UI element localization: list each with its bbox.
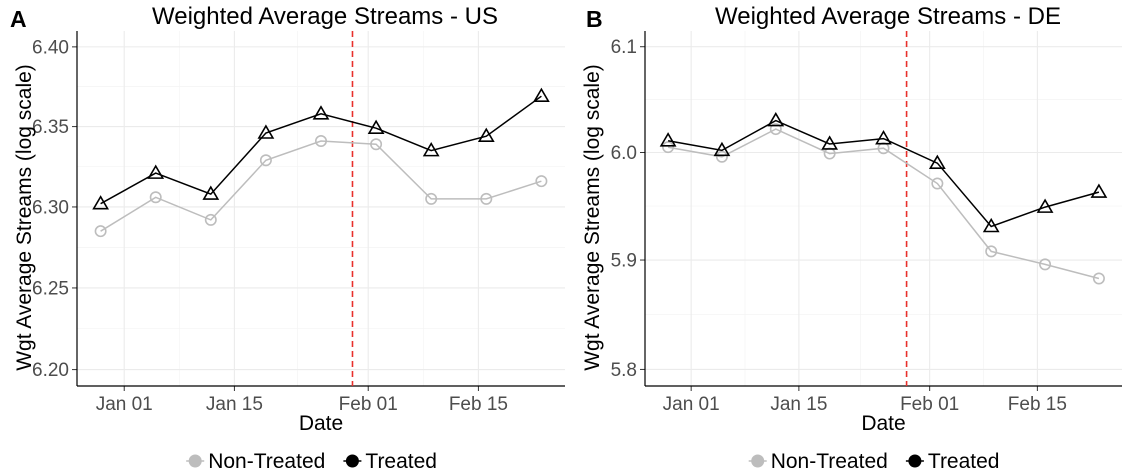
data-point [532, 87, 550, 103]
data-point [425, 192, 438, 205]
data-point [769, 123, 782, 136]
data-point [659, 132, 677, 147]
y-tick-label: 6.0 [611, 143, 637, 164]
data-point [202, 185, 220, 200]
panel-letter: A [10, 6, 27, 32]
x-tick-label: Feb 01 [900, 394, 959, 415]
series-line [100, 95, 542, 205]
x-tick-label: Feb 01 [339, 394, 398, 415]
chart-title: Weighted Average Streams - DE [715, 3, 1061, 30]
y-tick-label: 5.8 [611, 360, 637, 381]
data-point [1036, 198, 1054, 213]
x-tick-label: Feb 15 [1008, 394, 1067, 415]
data-point [821, 135, 839, 150]
data-point [314, 135, 327, 148]
data-point [713, 141, 731, 157]
x-tick-label: Jan 01 [96, 394, 153, 415]
data-point [1090, 183, 1108, 198]
x-tick-label: Jan 15 [206, 394, 263, 415]
data-point [204, 213, 217, 226]
data-point [477, 127, 495, 143]
data-point [422, 142, 440, 157]
series-line [100, 140, 542, 232]
legend: Non-Treated Treated [186, 450, 437, 473]
legend-label: Treated [365, 450, 437, 473]
y-tick-label: 6.30 [32, 197, 69, 218]
data-point [931, 177, 944, 190]
x-axis-label: Date [299, 412, 343, 435]
y-tick-label: 6.1 [611, 37, 637, 58]
y-tick-label: 6.25 [32, 278, 69, 299]
y-axis-label: Wgt Average Streams (log scale) [13, 64, 36, 371]
data-point [875, 130, 892, 145]
series-treated [659, 111, 1108, 233]
data-point [312, 105, 330, 120]
legend-label: Treated [928, 450, 1000, 473]
data-point [367, 119, 385, 134]
data-point [94, 225, 107, 238]
x-tick-label: Feb 15 [449, 394, 508, 415]
x-tick-label: Jan 15 [770, 394, 827, 415]
chart-title: Weighted Average Streams - US [152, 3, 498, 30]
series-line [667, 119, 1100, 228]
y-tick-label: 6.20 [32, 360, 69, 381]
y-tick-label: 5.9 [611, 251, 637, 272]
data-point [147, 164, 165, 179]
data-point [982, 217, 1000, 233]
panel-b: 5.8 5.9 6.0 6.1 Jan 01 Jan 15 Feb 01 Feb 15 Weig… [581, 3, 1122, 473]
data-point [480, 192, 493, 205]
panel-letter: B [586, 6, 603, 32]
data-point [92, 195, 110, 210]
legend: Non-Treated Treated [748, 450, 1000, 473]
legend-label: Non-Treated [208, 450, 325, 473]
data-point [257, 124, 275, 139]
data-point [149, 191, 162, 204]
data-point [928, 154, 946, 169]
series-line [667, 128, 1100, 280]
data-point [535, 175, 548, 188]
data-point [767, 111, 785, 127]
data-point [1039, 258, 1052, 271]
x-axis-label: Date [861, 412, 905, 435]
data-point [985, 245, 998, 258]
x-tick-label: Jan 01 [663, 394, 720, 415]
data-point [259, 154, 272, 167]
y-tick-label: 6.40 [32, 37, 69, 58]
data-point [715, 150, 728, 163]
panel-a: 6.20 6.25 6.30 6.35 6.40 Jan 01 Jan 15 Feb 01 Fe… [10, 3, 565, 473]
data-point [1092, 272, 1105, 285]
y-tick-label: 6.35 [32, 117, 69, 138]
data-point [370, 138, 383, 151]
series-treated [92, 87, 550, 210]
legend-label: Non-Treated [771, 450, 888, 473]
data-point [662, 141, 675, 154]
series-non-treated [94, 135, 548, 238]
y-axis-label: Wgt Average Streams (log scale) [581, 64, 604, 371]
